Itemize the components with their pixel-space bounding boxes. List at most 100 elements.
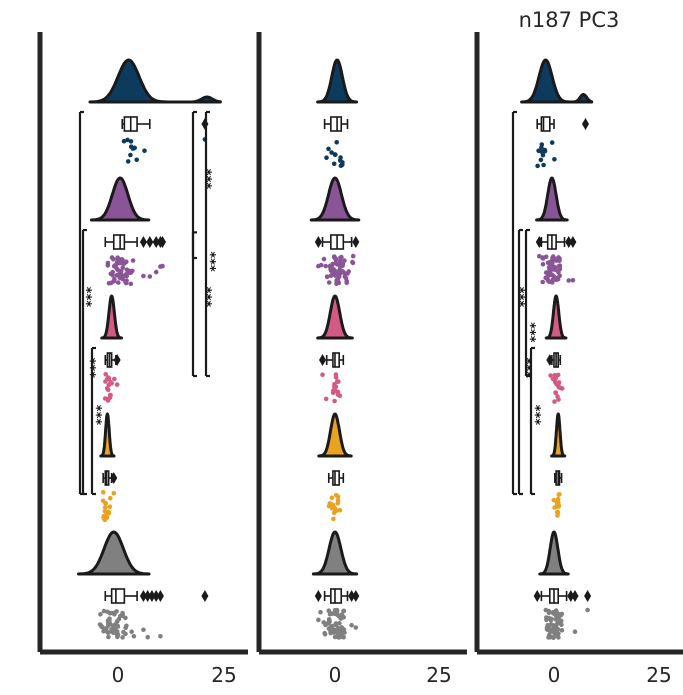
rain-point (545, 277, 551, 283)
rain-point (141, 627, 146, 633)
rain-point (98, 612, 103, 617)
panel-2: 0 25 (256, 32, 467, 687)
rain-point (322, 631, 328, 637)
rain-point (109, 255, 115, 260)
rain-point (557, 612, 563, 617)
rain-point (542, 148, 548, 154)
rain-point (544, 617, 549, 623)
rain-point (105, 263, 111, 268)
rain-point (538, 157, 544, 163)
rain-point (536, 148, 541, 154)
rain-point (541, 162, 546, 168)
rain-point (123, 260, 128, 265)
rain-point (556, 616, 561, 621)
rain-point (555, 627, 561, 632)
rain-point (333, 492, 339, 498)
rain-point (570, 278, 576, 283)
box-iqr (540, 116, 551, 132)
rain-point (115, 632, 121, 637)
rain-point (555, 498, 561, 504)
rain-point (104, 386, 110, 391)
rain-point (141, 273, 146, 279)
rain-point (114, 266, 119, 271)
rain-point (102, 508, 108, 514)
box-outlier (148, 590, 156, 602)
rain-point (346, 269, 352, 274)
box-outlier (584, 590, 592, 602)
box-outlier (139, 236, 147, 248)
rain-point (328, 630, 334, 636)
rain-point (548, 616, 554, 622)
rain-point (328, 625, 334, 630)
rain-point (318, 262, 324, 268)
rain-point (108, 495, 113, 501)
rain-point (556, 380, 562, 385)
rain-point (111, 490, 117, 496)
rain-point (110, 623, 116, 628)
rain-point (566, 278, 571, 283)
rain-point (330, 504, 335, 510)
rain-point (114, 609, 119, 614)
rain-point (335, 277, 341, 283)
rain-point (559, 628, 565, 633)
rain-point (111, 278, 117, 284)
rain-point (107, 616, 112, 621)
kde-cloud (76, 530, 151, 576)
box-outlier (569, 236, 577, 248)
rain-point (324, 274, 330, 280)
rain-point (316, 617, 321, 623)
rain-point (338, 616, 344, 621)
rain-point (142, 148, 147, 153)
box-outlier (152, 236, 160, 248)
box-outlier (535, 236, 543, 248)
rain-point (555, 620, 560, 626)
rain-point (120, 635, 125, 640)
rain-point (131, 634, 137, 639)
rain-point (145, 634, 150, 640)
rain-point (107, 392, 113, 398)
rain-point (555, 275, 560, 281)
rain-point (329, 268, 335, 273)
box-iqr (332, 352, 340, 368)
rain-point (109, 629, 114, 634)
rain-point (160, 263, 165, 269)
rain-point (153, 269, 159, 275)
rain-point (125, 137, 130, 143)
rain-point (323, 263, 329, 269)
rain-point (539, 142, 545, 147)
x-tick-label: 0 (112, 663, 125, 687)
rain-point (125, 159, 131, 164)
rain-point (544, 626, 550, 632)
rain-point (327, 619, 332, 624)
rain-point (555, 372, 561, 378)
box-outlier (152, 590, 160, 602)
rain-point (547, 634, 553, 640)
rain-point (330, 390, 336, 396)
rain-point (339, 612, 345, 617)
rain-point (117, 260, 122, 266)
rain-point (331, 161, 337, 167)
box-outlier (156, 590, 164, 602)
rain-point (572, 629, 578, 634)
box-outlier (110, 472, 118, 484)
rain-point (548, 272, 554, 277)
kde-cloud (520, 58, 594, 104)
box-outlier (314, 590, 322, 602)
rain-point (334, 281, 339, 287)
rain-point (130, 146, 136, 151)
rain-point (106, 622, 112, 627)
kde-cloud (544, 294, 568, 340)
box-iqr (330, 116, 343, 132)
rain-point (350, 253, 356, 259)
kde-cloud (309, 176, 361, 222)
rain-point (549, 629, 555, 634)
kde-cloud (311, 530, 359, 576)
significance-label: *** (522, 322, 537, 343)
rain-point (546, 610, 552, 616)
rain-point (334, 140, 340, 145)
significance-label: *** (202, 251, 217, 272)
rain-point (123, 631, 128, 637)
box-outlier (571, 590, 579, 602)
rain-point (119, 613, 125, 618)
rain-point (103, 372, 108, 377)
